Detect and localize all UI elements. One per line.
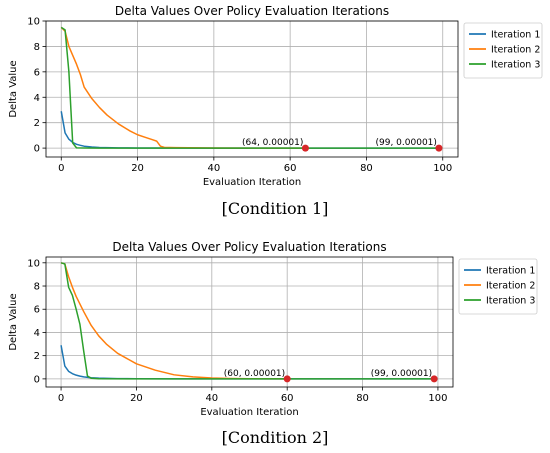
annotation-point-1 [301, 144, 309, 152]
chart-svg-condition-2: Delta Values Over Policy Evaluation Iter… [8, 240, 538, 418]
series-line-2 [60, 262, 288, 380]
annotation-point-2 [435, 144, 443, 152]
legend-label-3: Iteration 3 [491, 60, 540, 71]
x-tick-label: 40 [207, 163, 220, 174]
series-line-3 [60, 262, 435, 380]
chart-title: Delta Values Over Policy Evaluation Iter… [112, 240, 386, 254]
x-tick-label: 100 [433, 163, 452, 174]
y-tick-label: 6 [34, 67, 40, 78]
y-tick-label: 6 [34, 305, 40, 316]
legend: Iteration 1 Iteration 2 Iteration 3 [458, 258, 538, 315]
annotation-label-1: (64, 0.00001) [242, 138, 303, 148]
chart-caption-condition-1: [Condition 1] [221, 199, 329, 218]
x-tick-label: 100 [428, 393, 447, 404]
legend-label-2: Iteration 2 [486, 281, 535, 292]
annotation-label-2: (99, 0.00001) [371, 369, 432, 379]
y-tick-label: 4 [34, 328, 40, 339]
x-tick-label: 80 [356, 393, 369, 404]
x-tick-label: 20 [131, 163, 144, 174]
y-tick-label: 2 [34, 351, 40, 362]
chart-svg-condition-1: Delta Values Over Policy Evaluation Iter… [8, 4, 543, 188]
y-tick-label: 8 [34, 42, 40, 53]
chart-title: Delta Values Over Policy Evaluation Iter… [115, 4, 389, 18]
annotation-point-1 [283, 375, 291, 383]
x-tick-label: 40 [205, 393, 218, 404]
legend-label-3: Iteration 3 [486, 296, 535, 307]
y-tick-label: 0 [34, 144, 40, 155]
x-tick-label: 20 [130, 393, 143, 404]
x-tick-label: 60 [281, 393, 294, 404]
x-axis-label: Evaluation Iteration [200, 407, 298, 418]
legend-label-1: Iteration 1 [486, 266, 535, 277]
annotation-label-2: (99, 0.00001) [376, 138, 437, 148]
legend-label-2: Iteration 2 [491, 45, 540, 56]
chart-caption-condition-2: [Condition 2] [221, 428, 329, 447]
x-tick-label: 80 [360, 163, 373, 174]
legend: Iteration 1 Iteration 2 Iteration 3 [463, 22, 543, 79]
x-axis-label: Evaluation Iteration [203, 177, 301, 188]
y-tick-label: 0 [34, 374, 40, 385]
y-axis-label: Delta Value [8, 293, 19, 350]
plot-frame [45, 20, 459, 158]
plot-frame [45, 256, 454, 388]
y-tick-label: 2 [34, 118, 40, 129]
annotation-label-1: (60, 0.00001) [224, 369, 285, 379]
y-axis-label: Delta Value [8, 60, 19, 117]
series-line-3 [60, 26, 439, 149]
y-tick-label: 10 [27, 258, 40, 269]
legend-label-1: Iteration 1 [491, 30, 540, 41]
x-tick-label: 0 [58, 393, 64, 404]
chart-panel-condition-1: Delta Values Over Policy Evaluation Iter… [0, 0, 550, 226]
y-tick-label: 10 [27, 17, 40, 28]
y-tick-label: 4 [34, 93, 40, 104]
annotation-point-2 [430, 375, 438, 383]
y-tick-label: 8 [34, 282, 40, 293]
series-line-2 [60, 26, 306, 149]
chart-panel-condition-2: Delta Values Over Policy Evaluation Iter… [0, 226, 550, 453]
x-tick-label: 0 [58, 163, 64, 174]
x-tick-label: 60 [284, 163, 297, 174]
